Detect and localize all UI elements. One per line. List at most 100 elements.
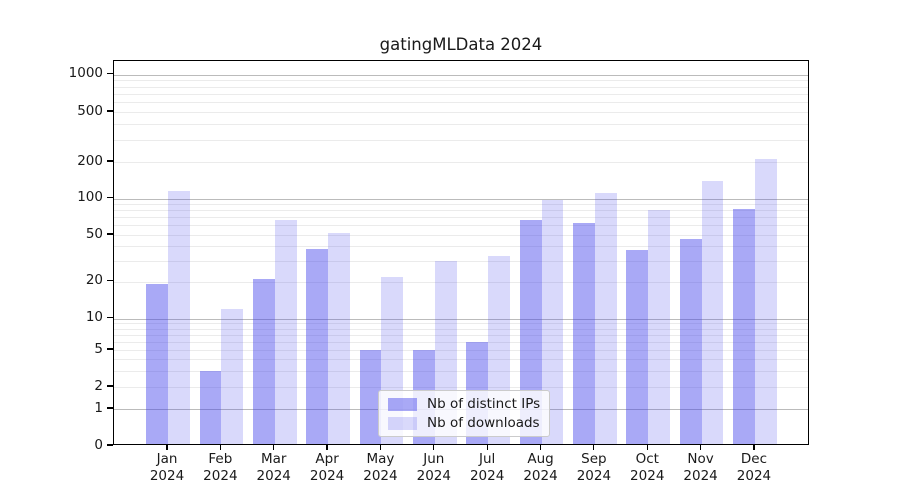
gridline-10 — [114, 318, 808, 320]
bar-nb-of-downloads-nov — [701, 180, 724, 444]
gridline-600 — [114, 102, 808, 104]
x-tick-mark-may — [379, 445, 382, 450]
x-tick-label-jun: Jun 2024 — [416, 451, 451, 484]
gridline-80 — [114, 210, 808, 212]
bar-nb-of-downloads-feb — [221, 308, 244, 444]
y-tick-label-10: 10 — [85, 309, 103, 325]
y-tick-label-20: 20 — [85, 272, 103, 289]
bar-nb-of-distinct-ips-mar — [252, 279, 275, 444]
bar-nb-of-distinct-ips-may — [359, 350, 382, 444]
y-tick-mark-100 — [106, 196, 113, 199]
gridline-7 — [114, 334, 808, 336]
gridline-70 — [114, 217, 808, 219]
y-tick-mark-2 — [106, 385, 113, 387]
y-tick-label-100: 100 — [77, 189, 103, 205]
chart-title: gatingMLData 2024 — [379, 35, 543, 54]
gridline-400 — [114, 124, 808, 126]
gridline-700 — [114, 93, 808, 95]
bar-nb-of-distinct-ips-oct — [626, 250, 649, 444]
bar-nb-of-distinct-ips-nov — [679, 239, 702, 444]
bar-nb-of-distinct-ips-aug — [519, 220, 542, 444]
y-tick-mark-500 — [106, 110, 113, 112]
bar-nb-of-distinct-ips-jan — [146, 284, 168, 444]
gridline-900 — [114, 80, 808, 82]
gridline-5 — [114, 350, 808, 351]
bar-nb-of-downloads-sep — [594, 193, 617, 444]
y-tick-label-5: 5 — [94, 340, 103, 357]
x-tick-mark-aug — [539, 445, 542, 450]
gridline-4 — [114, 359, 808, 360]
gridline-50 — [114, 235, 808, 236]
legend: Nb of distinct IPs Nb of downloads — [378, 390, 551, 437]
legend-label-downloads: Nb of downloads — [427, 415, 540, 431]
bar-nb-of-downloads-aug — [541, 199, 564, 444]
x-tick-mark-jun — [433, 445, 435, 450]
bar-nb-of-downloads-dec — [754, 159, 777, 444]
y-tick-mark-10 — [106, 316, 113, 319]
legend-swatch-downloads — [388, 416, 417, 430]
bar-nb-of-distinct-ips-sep — [573, 222, 595, 444]
gridline-30 — [114, 261, 808, 263]
x-tick-label-sep: Sep 2024 — [576, 451, 612, 484]
x-tick-mark-oct — [646, 445, 648, 450]
y-tick-label-50: 50 — [85, 225, 103, 242]
gridline-60 — [114, 225, 808, 227]
gridline-9 — [114, 323, 808, 325]
y-tick-label-500: 500 — [77, 102, 103, 119]
gridline-2 — [114, 387, 808, 388]
y-tick-mark-20 — [106, 280, 113, 282]
y-tick-mark-50 — [106, 233, 113, 235]
x-tick-label-apr: Apr 2024 — [309, 451, 345, 484]
x-tick-mark-apr — [326, 445, 328, 450]
y-tick-label-1000: 1000 — [68, 65, 103, 81]
gridline-20 — [114, 281, 808, 283]
x-tick-mark-feb — [219, 445, 221, 450]
bar-nb-of-downloads-oct — [648, 210, 671, 444]
y-tick-label-2: 2 — [94, 377, 103, 394]
gridline-1000 — [114, 74, 808, 76]
y-tick-mark-1000 — [106, 72, 113, 75]
gridline-3 — [114, 370, 808, 372]
y-tick-label-0: 0 — [94, 436, 103, 453]
y-tick-mark-200 — [106, 160, 113, 162]
x-tick-label-dec: Dec 2024 — [736, 451, 772, 484]
x-tick-label-nov: Nov 2024 — [683, 451, 718, 484]
bar-nb-of-downloads-jan — [168, 191, 190, 444]
bar-nb-of-distinct-ips-dec — [733, 208, 755, 444]
gridline-90 — [114, 204, 808, 206]
gridline-40 — [114, 246, 808, 248]
y-tick-mark-1 — [106, 407, 113, 409]
gridline-500 — [114, 112, 808, 113]
gridline-100 — [114, 198, 808, 200]
legend-swatch-distinct-ips — [388, 397, 417, 411]
gridline-6 — [114, 341, 808, 343]
x-tick-label-mar: Mar 2024 — [256, 451, 291, 484]
x-tick-label-may: May 2024 — [363, 451, 398, 484]
y-tick-label-200: 200 — [77, 152, 103, 169]
x-tick-mark-jan — [166, 445, 168, 450]
x-tick-label-oct: Oct 2024 — [630, 451, 665, 484]
y-tick-mark-5 — [106, 348, 113, 350]
bar-nb-of-downloads-apr — [328, 232, 350, 444]
gridline-200 — [114, 162, 808, 163]
x-tick-label-aug: Aug 2024 — [523, 451, 558, 484]
x-tick-mark-nov — [700, 445, 702, 450]
gridline-300 — [114, 139, 808, 141]
bar-nb-of-distinct-ips-feb — [199, 370, 222, 444]
x-tick-mark-sep — [593, 445, 595, 450]
x-tick-label-jan: Jan 2024 — [149, 451, 185, 484]
legend-item-distinct-ips: Nb of distinct IPs — [388, 396, 540, 412]
x-tick-label-jul: Jul 2024 — [469, 451, 505, 484]
x-tick-mark-mar — [273, 445, 275, 450]
legend-label-distinct-ips: Nb of distinct IPs — [427, 396, 541, 412]
y-tick-mark-0 — [106, 444, 113, 446]
gridline-8 — [114, 328, 808, 330]
x-tick-label-feb: Feb 2024 — [203, 451, 238, 484]
gridline-800 — [114, 86, 808, 88]
legend-item-downloads: Nb of downloads — [388, 415, 540, 431]
bar-nb-of-downloads-mar — [274, 220, 297, 444]
plot-area — [113, 60, 809, 445]
x-tick-mark-dec — [753, 445, 755, 450]
bar-nb-of-distinct-ips-apr — [306, 248, 329, 444]
